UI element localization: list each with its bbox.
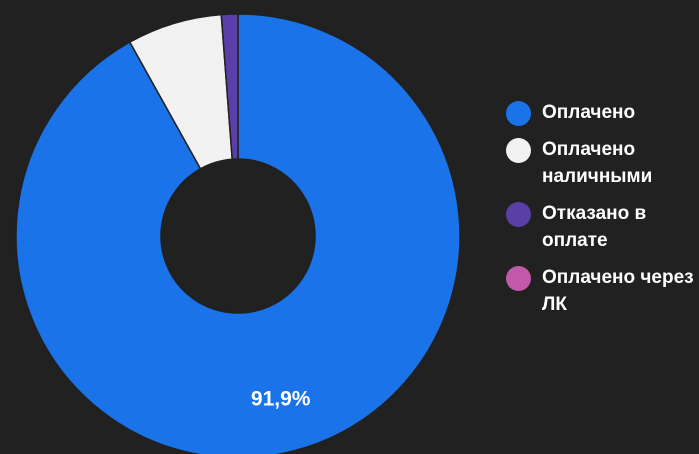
legend-item-paid-via-account[interactable]: Оплачено через ЛК [506, 264, 696, 318]
legend-swatch-payment-declined [506, 202, 531, 227]
legend-swatch-paid-via-account [506, 266, 531, 291]
legend-item-paid[interactable]: Оплачено [506, 99, 696, 126]
legend-label-payment-declined: Отказано в оплате [542, 203, 647, 251]
legend-item-payment-declined[interactable]: Отказано в оплате [506, 200, 696, 254]
donut-chart-svg: 91,9% [15, 13, 461, 454]
donut-slice-paid[interactable] [15, 13, 461, 454]
legend-swatch-paid-cash [506, 138, 531, 163]
donut-slice-payment-declined[interactable] [220, 13, 239, 161]
legend-label-paid-cash: Оплачено наличными [542, 139, 653, 187]
legend-label-paid: Оплачено [542, 102, 636, 123]
chart-legend: Оплачено Оплачено наличными Отказано в о… [506, 99, 696, 328]
slice-label-paid: 91,9% [251, 388, 311, 411]
legend-swatch-paid [506, 101, 531, 126]
legend-item-paid-cash[interactable]: Оплачено наличными [506, 136, 696, 190]
legend-label-paid-via-account: Оплачено через ЛК [542, 267, 694, 315]
